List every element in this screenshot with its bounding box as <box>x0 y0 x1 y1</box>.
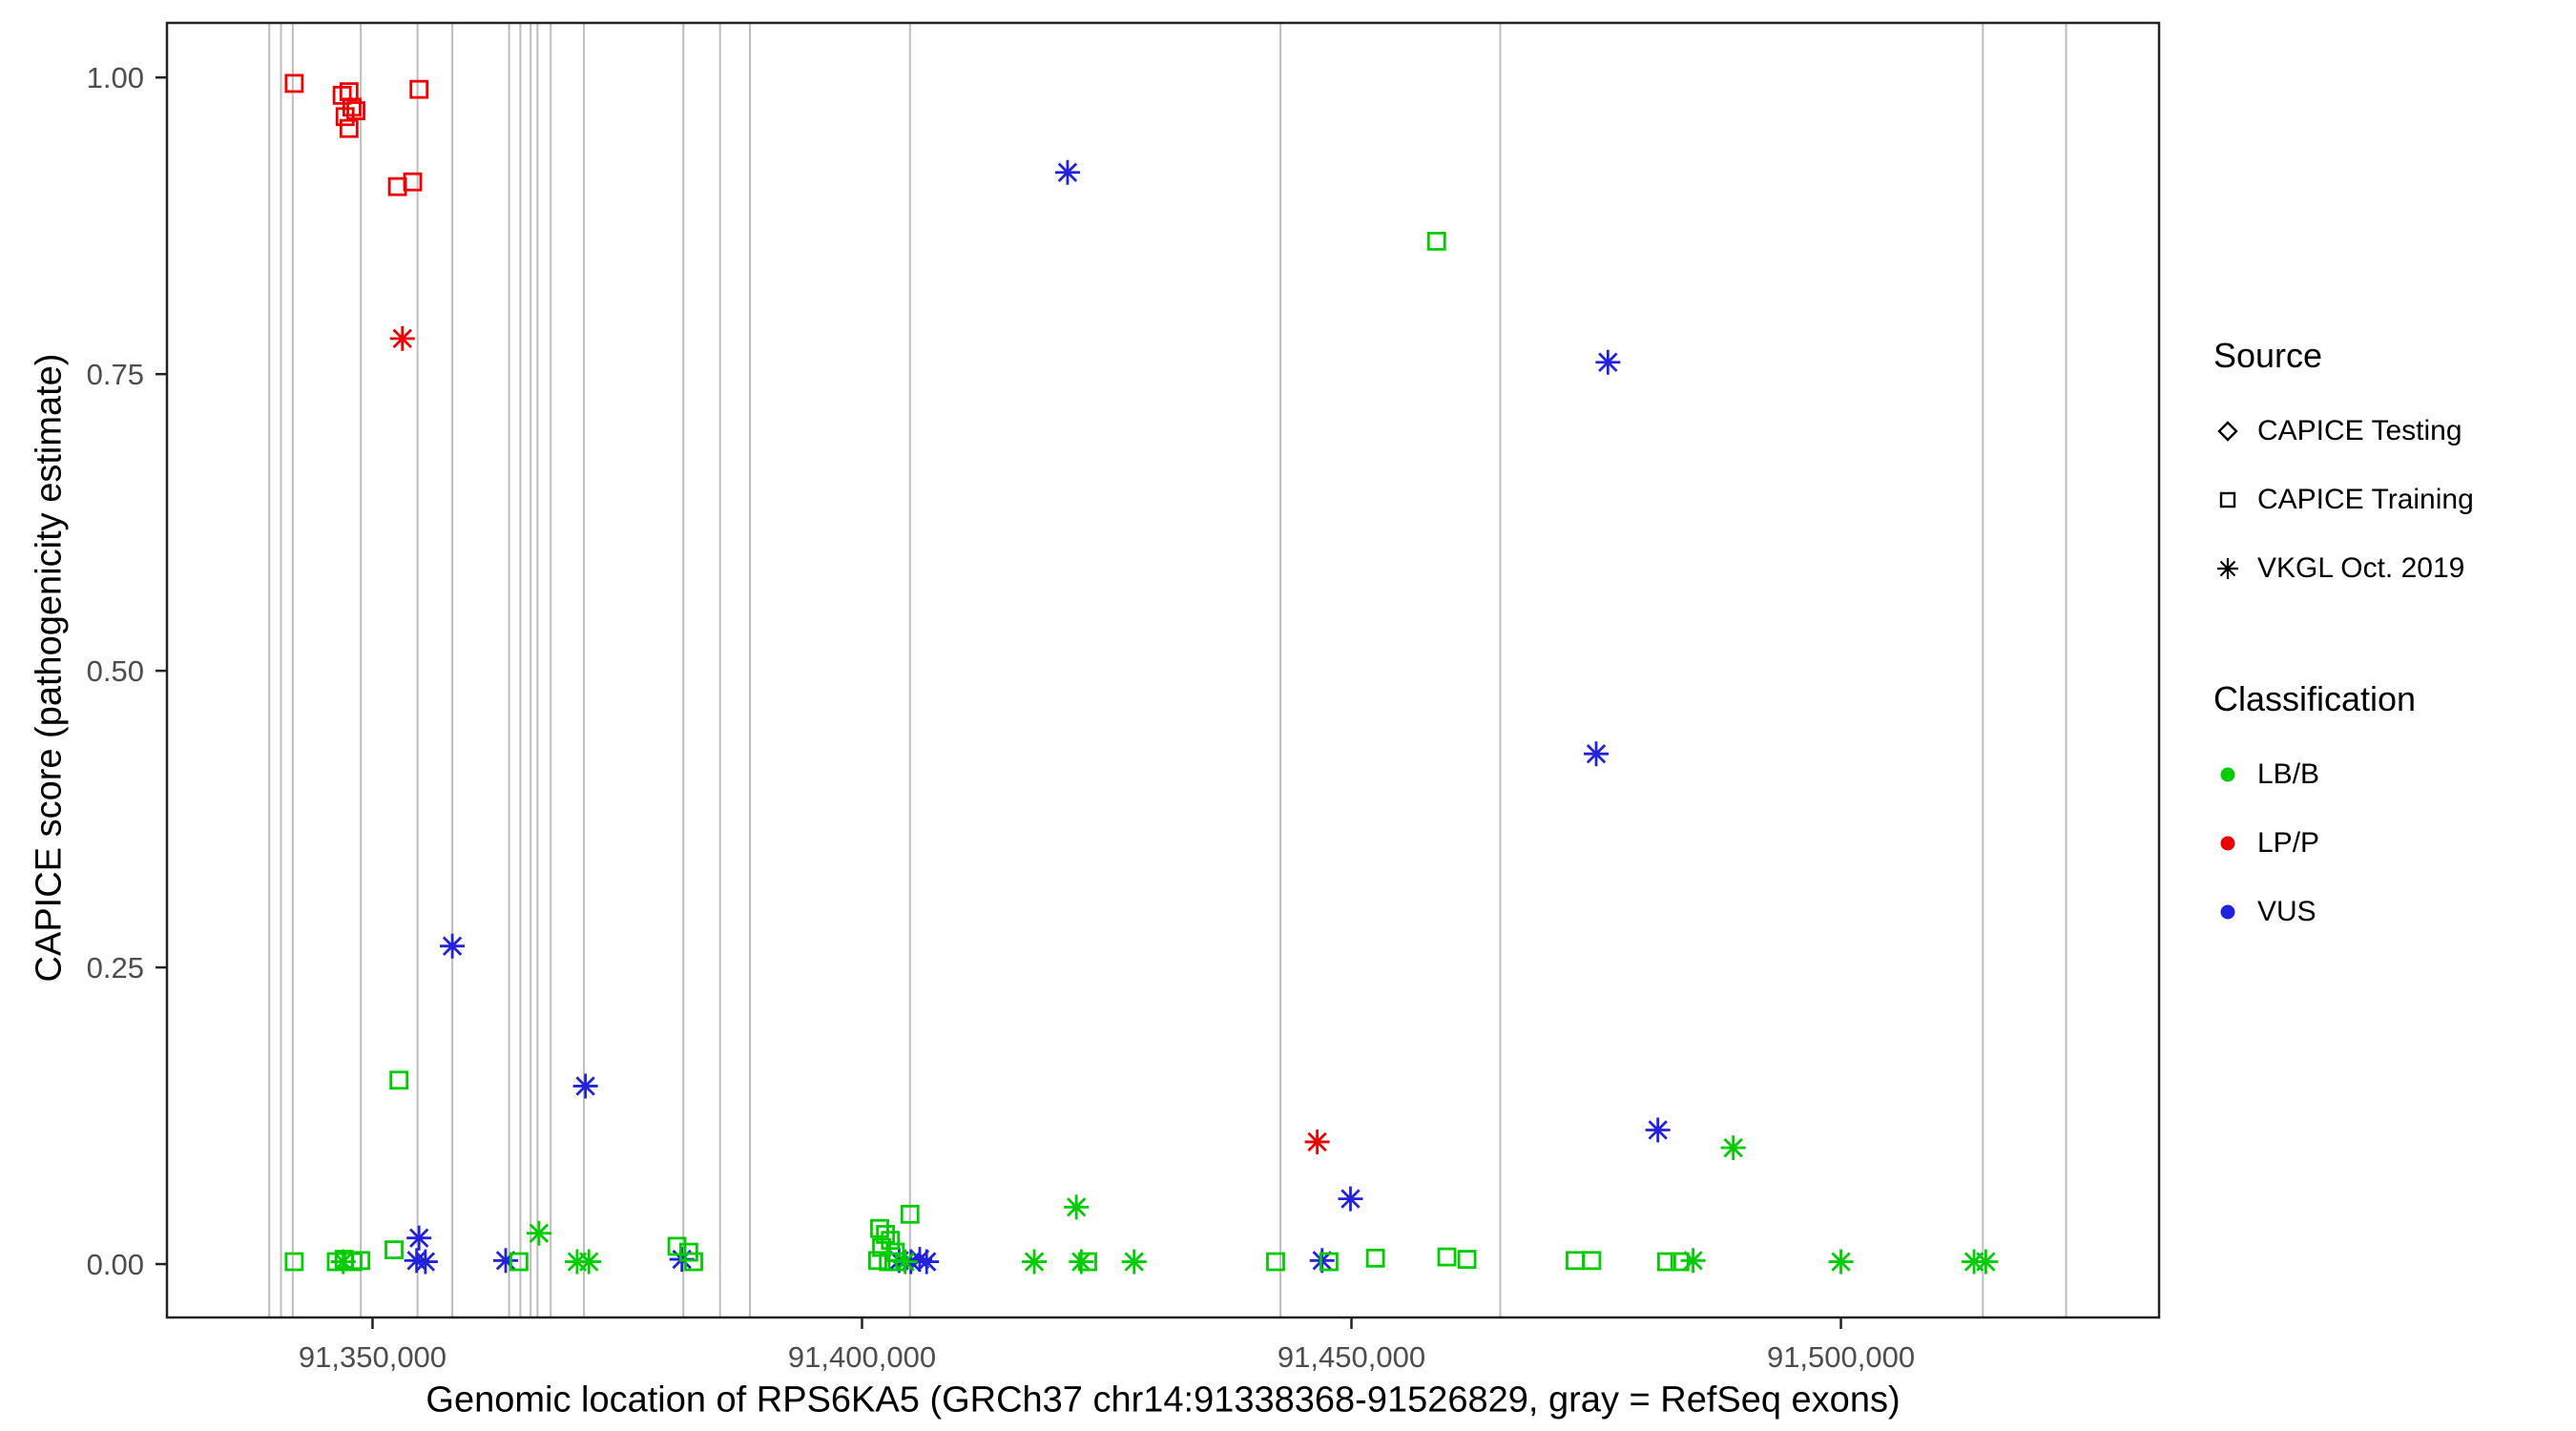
data-point-square <box>1426 231 1446 251</box>
y-tick-label: 1.00 <box>87 61 144 94</box>
data-point-asterisk <box>409 1228 429 1248</box>
x-tick-label: 91,350,000 <box>299 1340 447 1374</box>
y-tick-label: 0.50 <box>87 654 144 688</box>
legend: Source CAPICE Testing CAPICE Training <box>2213 336 2566 946</box>
legend-classification: Classification LB/B LP/P <box>2213 679 2566 946</box>
x-tick-label: 91,500,000 <box>1767 1340 1915 1374</box>
legend-label: CAPICE Training <box>2257 484 2474 515</box>
data-point-asterisk <box>1598 352 1618 372</box>
data-point-square <box>346 101 365 120</box>
data-point-asterisk <box>1057 162 1078 182</box>
data-point-square <box>384 1240 404 1260</box>
blue-dot-icon <box>2213 898 2242 926</box>
green-dot-icon <box>2213 760 2242 789</box>
legend-item-lpp: LP/P <box>2213 809 2566 878</box>
data-point-asterisk <box>529 1223 550 1243</box>
data-point-asterisk <box>895 1252 915 1272</box>
data-point-asterisk <box>1307 1131 1327 1152</box>
legend-source-title: Source <box>2213 336 2323 375</box>
data-point-asterisk <box>1648 1120 1668 1140</box>
legend-gap <box>2213 603 2566 679</box>
data-point-square <box>684 1252 703 1272</box>
x-tick-label: 91,450,000 <box>1278 1340 1425 1374</box>
data-point-square <box>1566 1251 1585 1271</box>
data-point-asterisk <box>1340 1189 1361 1209</box>
data-point-square <box>868 1251 887 1271</box>
data-point-square <box>339 118 359 138</box>
diamond-icon <box>2213 417 2242 446</box>
y-tick-label: 0.25 <box>87 951 144 985</box>
legend-item-capice-testing: CAPICE Testing <box>2213 397 2566 466</box>
data-point-square <box>1582 1251 1602 1271</box>
data-point-square <box>678 1242 698 1262</box>
data-point-square <box>509 1252 529 1272</box>
legend-label: LP/P <box>2257 827 2320 859</box>
data-point-asterisk <box>1723 1137 1743 1158</box>
red-dot-icon <box>2213 829 2242 858</box>
data-point-square <box>1457 1250 1477 1269</box>
data-point-square <box>1319 1252 1339 1272</box>
data-point-square <box>409 79 429 99</box>
data-point-asterisk <box>442 936 463 956</box>
legend-item-lbb: LB/B <box>2213 740 2566 809</box>
data-point-asterisk <box>333 1252 353 1272</box>
x-tick-label: 91,400,000 <box>788 1340 936 1374</box>
legend-label: VUS <box>2257 896 2316 927</box>
y-tick-label: 0.75 <box>87 358 144 391</box>
data-point-asterisk <box>1124 1252 1144 1272</box>
plot-panel-border <box>165 21 2161 1319</box>
legend-label: VKGL Oct. 2019 <box>2257 552 2465 584</box>
data-point-square <box>387 176 407 197</box>
legend-classification-title: Classification <box>2213 679 2417 718</box>
data-point-asterisk <box>1831 1252 1851 1272</box>
square-icon <box>2213 486 2242 514</box>
asterisk-icon <box>2213 554 2242 583</box>
data-point-square <box>876 1225 896 1244</box>
data-point-asterisk <box>575 1076 595 1096</box>
data-point-square <box>667 1236 687 1256</box>
data-point-asterisk <box>415 1252 436 1272</box>
legend-item-vus: VUS <box>2213 878 2566 946</box>
data-point-asterisk <box>1024 1252 1045 1272</box>
data-point-square <box>284 73 304 93</box>
legend-item-capice-training: CAPICE Training <box>2213 466 2566 534</box>
legend-label: CAPICE Testing <box>2257 415 2462 446</box>
data-point-asterisk <box>1683 1251 1703 1271</box>
data-point-square <box>900 1204 920 1224</box>
data-point-square <box>1365 1248 1385 1268</box>
legend-item-vkgl: VKGL Oct. 2019 <box>2213 534 2566 603</box>
data-point-square <box>389 1070 409 1090</box>
data-point-asterisk <box>392 328 412 349</box>
legend-source: Source CAPICE Testing CAPICE Training <box>2213 336 2566 603</box>
data-point-square <box>284 1252 304 1272</box>
data-point-square <box>403 172 423 192</box>
y-axis-title: CAPICE score (pathogenicity estimate) <box>29 353 70 983</box>
x-axis-title: Genomic location of RPS6KA5 (GRCh37 chr1… <box>426 1379 1901 1421</box>
data-point-asterisk <box>579 1252 599 1272</box>
data-point-asterisk <box>917 1252 937 1272</box>
data-point-square <box>1656 1252 1676 1272</box>
y-tick-label: 0.00 <box>87 1248 144 1281</box>
data-point-asterisk <box>1586 743 1607 764</box>
data-point-asterisk <box>1976 1252 1996 1272</box>
data-point-square <box>335 107 355 127</box>
data-point-square <box>870 1218 889 1238</box>
data-point-asterisk <box>1067 1197 1087 1217</box>
data-point-asterisk <box>1071 1252 1091 1272</box>
data-point-square <box>1437 1247 1457 1267</box>
data-point-square <box>1266 1252 1285 1272</box>
legend-label: LB/B <box>2257 758 2320 790</box>
